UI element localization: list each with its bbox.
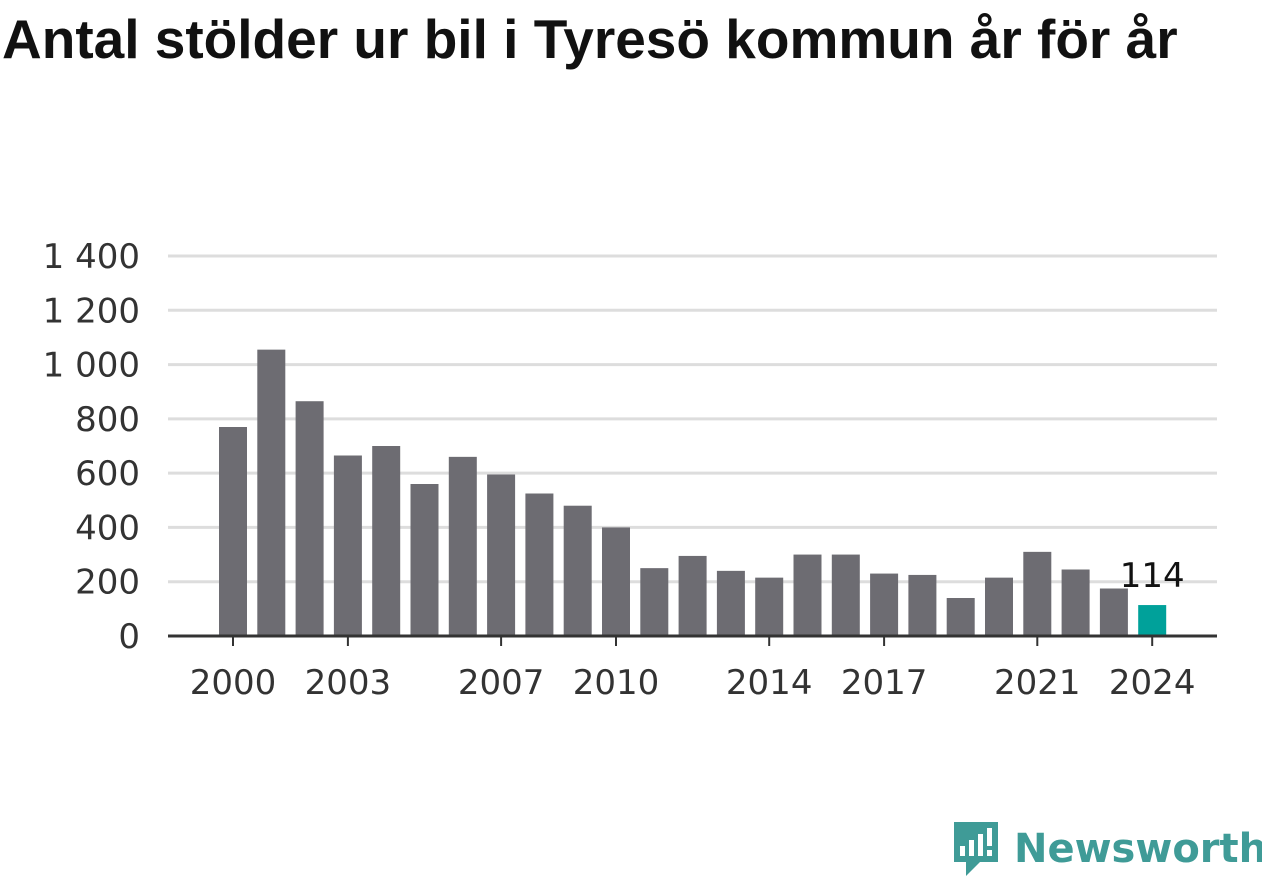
x-tick-label: 2024	[1109, 663, 1196, 703]
bar-2012	[678, 555, 707, 636]
chart-title: Antal stölder ur bil i Tyresö kommun år …	[2, 8, 1178, 70]
bar-2008	[525, 493, 554, 636]
bar-2014	[755, 577, 784, 636]
x-tick-label: 2003	[305, 663, 392, 703]
bar-2002	[295, 401, 324, 636]
y-axis-ticks: 0 200 400 600 800 1 000 1 200 1 400	[43, 237, 140, 657]
y-tick-label: 1 200	[43, 291, 140, 331]
y-tick-label: 800	[75, 400, 140, 440]
bar-2003	[333, 455, 362, 636]
brand-name: Newsworthy	[1014, 826, 1262, 872]
bar-2013	[716, 570, 745, 636]
x-axis-ticks: 2000 2003 2007 2010 2014 2017 2021 2024	[190, 636, 1196, 703]
x-tick-label: 2007	[458, 663, 545, 703]
y-tick-label: 200	[75, 563, 140, 603]
newsworthy-logo-icon	[954, 822, 998, 876]
bar-2019	[946, 598, 975, 636]
gridlines	[168, 254, 1217, 584]
bar-2010	[602, 527, 630, 636]
bar-2016	[831, 554, 860, 636]
bar-2006	[448, 456, 477, 636]
x-tick-label: 2000	[190, 663, 277, 703]
bar-2001	[257, 349, 286, 636]
bar-2007	[487, 474, 516, 636]
y-tick-label: 0	[118, 617, 140, 657]
x-tick-label: 2021	[994, 663, 1081, 703]
bar-2023	[1099, 588, 1128, 636]
x-tick-label: 2017	[841, 663, 928, 703]
y-tick-label: 1 400	[43, 237, 140, 277]
y-tick-label: 1 000	[43, 346, 140, 386]
bar-2009	[563, 505, 592, 636]
bars	[219, 349, 1167, 636]
bar-2000	[219, 427, 247, 636]
bar-2024	[1138, 605, 1167, 636]
bar-2011	[640, 568, 669, 636]
bar-2018	[908, 574, 937, 636]
data-labels: 114	[1120, 556, 1185, 596]
y-tick-label: 600	[75, 454, 140, 494]
x-tick-label: 2010	[573, 663, 660, 703]
bar-2021	[1023, 551, 1052, 636]
bar-2022	[1061, 569, 1090, 636]
bar-2020	[985, 577, 1013, 636]
y-tick-label: 400	[75, 508, 140, 548]
bar-2005	[410, 484, 439, 636]
bar-2015	[793, 554, 822, 636]
bar-2004	[372, 446, 401, 636]
x-tick-label: 2014	[726, 663, 813, 703]
data-label-2024: 114	[1120, 556, 1185, 596]
newsworthy-logo: Newsworthy	[950, 818, 1262, 880]
bar-2017	[870, 573, 899, 636]
